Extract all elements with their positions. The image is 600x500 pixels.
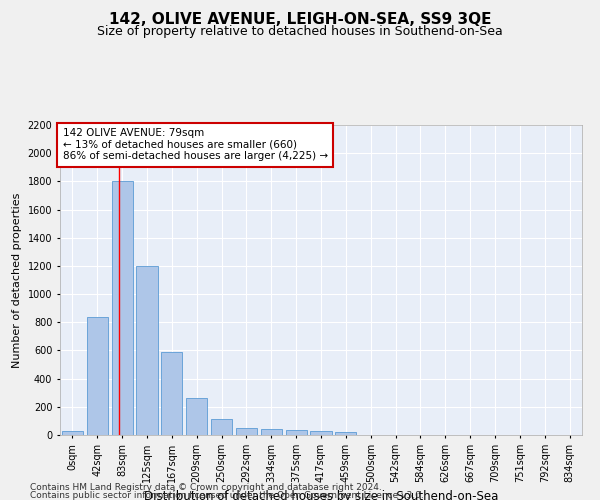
Bar: [136, 266, 158, 435]
Bar: [87, 316, 108, 435]
Bar: [335, 432, 356, 435]
Text: Size of property relative to detached houses in Southend-on-Sea: Size of property relative to detached ho…: [97, 25, 503, 38]
Text: Contains public sector information licensed under the Open Government Licence v3: Contains public sector information licen…: [30, 491, 424, 500]
Text: 142 OLIVE AVENUE: 79sqm
← 13% of detached houses are smaller (660)
86% of semi-d: 142 OLIVE AVENUE: 79sqm ← 13% of detache…: [62, 128, 328, 162]
Text: Contains HM Land Registry data © Crown copyright and database right 2024.: Contains HM Land Registry data © Crown c…: [30, 482, 382, 492]
Y-axis label: Number of detached properties: Number of detached properties: [12, 192, 22, 368]
Bar: [112, 182, 133, 435]
Bar: [261, 428, 282, 435]
X-axis label: Distribution of detached houses by size in Southend-on-Sea: Distribution of detached houses by size …: [144, 490, 498, 500]
Bar: [310, 431, 332, 435]
Bar: [161, 352, 182, 435]
Bar: [186, 398, 207, 435]
Text: 142, OLIVE AVENUE, LEIGH-ON-SEA, SS9 3QE: 142, OLIVE AVENUE, LEIGH-ON-SEA, SS9 3QE: [109, 12, 491, 28]
Bar: [211, 419, 232, 435]
Bar: [286, 430, 307, 435]
Bar: [62, 431, 83, 435]
Bar: [236, 428, 257, 435]
